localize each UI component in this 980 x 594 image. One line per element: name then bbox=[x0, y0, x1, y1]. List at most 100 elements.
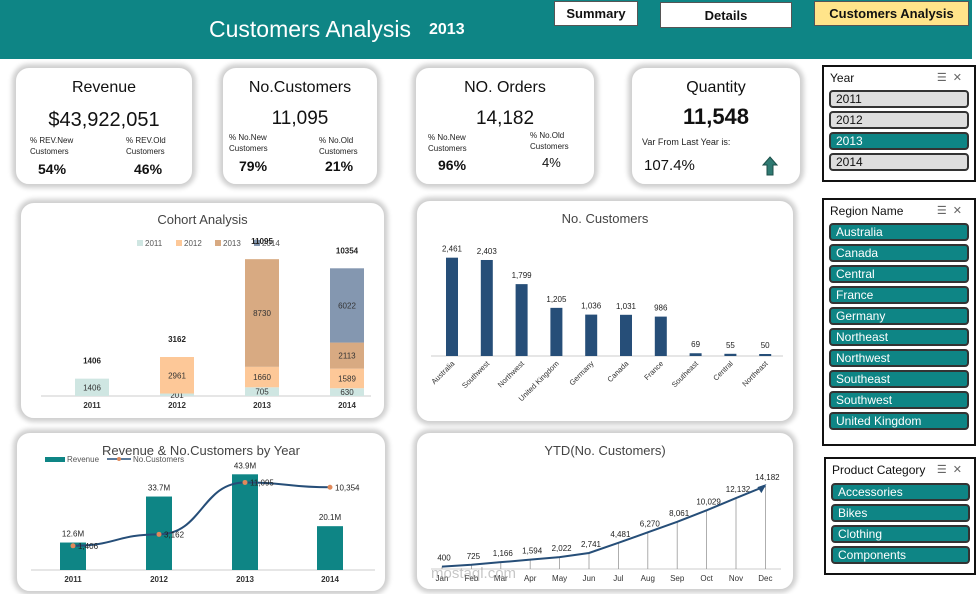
region-value-label: 1,799 bbox=[512, 271, 533, 280]
cohort-bar bbox=[330, 368, 364, 389]
details-button[interactable]: Details bbox=[660, 2, 792, 28]
quantity-title: Quantity bbox=[686, 79, 746, 96]
revenue-value-label: 12.6M bbox=[62, 530, 85, 539]
customers-line bbox=[72, 481, 331, 547]
quantity-var-label: Var From Last Year is: bbox=[642, 137, 731, 147]
slicer-item-bikes[interactable]: Bikes bbox=[831, 504, 970, 522]
clear-filter-icon[interactable]: ✕ bbox=[952, 464, 968, 476]
slicer-item-central[interactable]: Central bbox=[829, 265, 969, 283]
cohort-bar-label: 630 bbox=[340, 388, 354, 397]
ytd-value-label: 400 bbox=[437, 554, 451, 563]
month-x-tick: Sep bbox=[670, 574, 685, 583]
slicer-item-canada[interactable]: Canada bbox=[829, 244, 969, 262]
orders-value: 14,182 bbox=[475, 108, 535, 129]
customers-analysis-button[interactable]: Customers Analysis bbox=[814, 1, 969, 26]
region-value-label: 2,403 bbox=[477, 247, 498, 256]
customers-value-label: 1,406 bbox=[78, 542, 99, 551]
clear-filter-icon[interactable]: ✕ bbox=[952, 72, 968, 84]
customers-old-pct: 21% bbox=[325, 158, 354, 174]
legend-swatch bbox=[215, 240, 221, 246]
legend-swatch bbox=[176, 240, 182, 246]
month-x-tick: Jul bbox=[613, 574, 623, 583]
customers-point bbox=[327, 484, 333, 490]
orders-new-pct: 96% bbox=[438, 157, 467, 173]
slicer-item-northeast[interactable]: Northeast bbox=[829, 328, 969, 346]
slicer-item-2013[interactable]: 2013 bbox=[829, 132, 969, 150]
ytd-value-label: 725 bbox=[467, 552, 481, 561]
multi-select-icon[interactable]: ☰ bbox=[936, 464, 953, 476]
orders-card: NO. Orders 14,182 % No.New Customers % N… bbox=[415, 67, 595, 185]
year-slicer: Year ☰✕ 2011 2012 2013 2014 bbox=[822, 65, 976, 182]
cohort-bar bbox=[330, 342, 364, 369]
region-value-label: 2,461 bbox=[442, 245, 463, 254]
legend-label: 2011 bbox=[145, 239, 163, 248]
region-x-tick: Central bbox=[711, 359, 735, 383]
arrow-up-icon bbox=[762, 156, 778, 176]
customers-new-label: % No.New Customers bbox=[229, 133, 268, 153]
watermark-text: mostaql.com bbox=[431, 565, 517, 582]
header-bar: Customers Analysis 2013 bbox=[0, 0, 972, 59]
month-x-tick: Aug bbox=[641, 574, 655, 583]
slicer-item-united-kingdom[interactable]: United Kingdom bbox=[829, 412, 969, 430]
ytd-value-label: 6,270 bbox=[640, 519, 661, 528]
revenue-value-label: 20.1M bbox=[319, 513, 342, 522]
region-bar bbox=[759, 354, 772, 356]
slicer-item-components[interactable]: Components bbox=[831, 546, 970, 564]
multi-select-icon[interactable]: ☰ bbox=[936, 205, 953, 217]
slicer-item-australia[interactable]: Australia bbox=[829, 223, 969, 241]
revenue-year-title: Revenue & No.Customers by Year bbox=[102, 443, 300, 458]
orders-new-label: % No.New Customers bbox=[428, 133, 467, 153]
legend-swatch bbox=[137, 240, 143, 246]
slicer-item-france[interactable]: France bbox=[829, 286, 969, 304]
ytd-value-label: 1,166 bbox=[493, 549, 514, 558]
revenue-bar bbox=[232, 474, 258, 570]
slicer-item-2011[interactable]: 2011 bbox=[829, 90, 969, 108]
month-x-tick: Jan bbox=[436, 574, 449, 583]
region-bar bbox=[446, 257, 458, 356]
region-x-tick: Southwest bbox=[460, 358, 492, 390]
slicer-item-northwest[interactable]: Northwest bbox=[829, 349, 969, 367]
year-x-tick: 2014 bbox=[321, 575, 339, 584]
month-x-tick: Mar bbox=[494, 574, 508, 583]
ytd-value-label: 2,741 bbox=[581, 540, 602, 549]
clear-filter-icon[interactable]: ✕ bbox=[952, 205, 968, 217]
cohort-bar bbox=[245, 259, 279, 367]
cohort-x-tick: 2012 bbox=[168, 401, 186, 410]
region-value-label: 1,031 bbox=[616, 302, 637, 311]
customers-point bbox=[242, 479, 248, 485]
cohort-total-label: 11095 bbox=[251, 237, 273, 246]
customers-card: No.Customers 11,095 % No.New Customers %… bbox=[222, 67, 378, 185]
year-slicer-title: Year bbox=[830, 71, 855, 85]
multi-select-icon[interactable]: ☰ bbox=[936, 72, 953, 84]
cohort-bar-label: 201 bbox=[170, 391, 184, 400]
cohort-bar bbox=[330, 268, 364, 343]
revenue-value-label: 43.9M bbox=[234, 461, 257, 470]
slicer-item-clothing[interactable]: Clothing bbox=[831, 525, 970, 543]
customers-point bbox=[156, 531, 162, 537]
cohort-panel: Cohort Analysis 2011 2012 2013 2014 1406 1406… bbox=[20, 202, 385, 419]
quantity-var-value: 107.4% bbox=[644, 157, 695, 174]
cohort-total-label: 3162 bbox=[168, 335, 186, 344]
summary-button[interactable]: Summary bbox=[554, 1, 638, 26]
region-value-label: 1,205 bbox=[546, 295, 567, 304]
region-x-tick: Canada bbox=[605, 358, 631, 384]
region-slicer-title: Region Name bbox=[830, 204, 904, 218]
ytd-value-label: 14,182 bbox=[755, 473, 780, 482]
cohort-bar-label: 1589 bbox=[338, 374, 356, 383]
slicer-item-2014[interactable]: 2014 bbox=[829, 153, 969, 171]
region-x-tick: Australia bbox=[429, 358, 457, 386]
region-bar bbox=[724, 353, 737, 356]
slicer-item-germany[interactable]: Germany bbox=[829, 307, 969, 325]
ytd-arrowhead bbox=[757, 484, 767, 494]
cohort-bar bbox=[160, 393, 194, 396]
orders-old-label: % No.Old Customers bbox=[530, 131, 569, 151]
slicer-item-accessories[interactable]: Accessories bbox=[831, 483, 970, 501]
month-x-tick: Dec bbox=[758, 574, 772, 583]
year-x-tick: 2012 bbox=[150, 575, 168, 584]
slicer-item-2012[interactable]: 2012 bbox=[829, 111, 969, 129]
ytd-value-label: 1,594 bbox=[522, 547, 543, 556]
slicer-item-southeast[interactable]: Southeast bbox=[829, 370, 969, 388]
slicer-item-southwest[interactable]: Southwest bbox=[829, 391, 969, 409]
cohort-bar-label: 6022 bbox=[338, 301, 356, 310]
legend-label: 2013 bbox=[223, 239, 241, 248]
